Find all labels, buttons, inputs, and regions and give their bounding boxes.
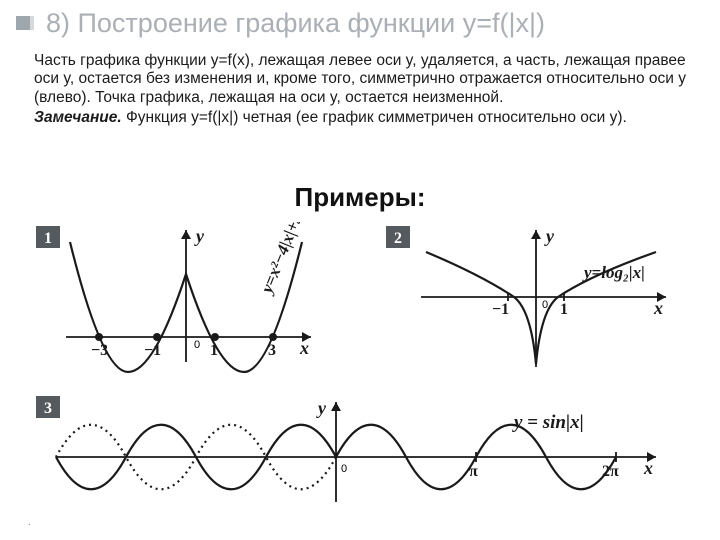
footer-mark: . [28,517,31,528]
figures-svg: 1 y x −3 −1 1 3 0 y=x²−4|x|+3 2 [26,222,686,522]
fig3-tick-pi: π [469,463,478,480]
fig1-zero: 0 [194,339,200,351]
slide-title: 8) Построение графика функции y=f(|x|) [46,8,545,39]
title-bullet [16,16,30,30]
fig2-tick-m1: −1 [492,301,509,318]
fig3-xlabel: x [643,458,653,478]
fig1-tick-m1: −1 [144,342,161,359]
fig2-xlabel: x [653,298,663,318]
fig2-curve-left [426,252,536,364]
fig2-number: 2 [394,230,402,247]
fig2-zero: 0 [542,299,548,311]
paragraph-remark: Замечание. Функция y=f(|x|) четная (ее г… [34,109,690,127]
fig1-tick-m3: −3 [91,342,108,359]
remark-text: Функция y=f(|x|) четная (ее график симме… [122,109,627,126]
fig2-equation: y=log₂|x| [582,263,645,282]
fig1-tick-p3: 3 [268,342,276,359]
fig2-tick-p1: 1 [560,301,568,318]
fig1-number: 1 [44,230,52,247]
body-text: Часть графика функции y=f(x), лежащая ле… [34,52,690,129]
fig2-axes: y x [421,226,666,367]
fig3-equation: y = sin|x| [512,412,584,433]
figure-3: 3 y x π 2π 0 y = sin|x| [36,396,656,502]
header: 8) Построение графика функции y=f(|x|) [0,6,720,40]
fig1-equation: y=x²−4|x|+3 [256,222,306,297]
fig3-tick-2pi: 2π [602,463,619,480]
fig3-ylabel: y [316,398,327,418]
fig1-xlabel: x [299,338,309,358]
examples-heading: Примеры: [0,182,720,213]
figure-1: 1 y x −3 −1 1 3 0 y=x²−4|x|+3 [36,222,311,372]
figures-area: 1 y x −3 −1 1 3 0 y=x²−4|x|+3 2 [26,222,686,527]
fig3-number: 3 [44,400,52,417]
paragraph-1: Часть графика функции y=f(x), лежащая ле… [34,52,690,107]
fig1-ylabel: y [194,226,205,246]
figure-2: 2 y x −1 1 0 y=log₂|x| [386,226,666,367]
fig3-zero: 0 [341,463,347,475]
fig2-ylabel: y [544,226,555,246]
remark-label: Замечание. [34,109,122,126]
fig1-tick-p1: 1 [210,342,218,359]
